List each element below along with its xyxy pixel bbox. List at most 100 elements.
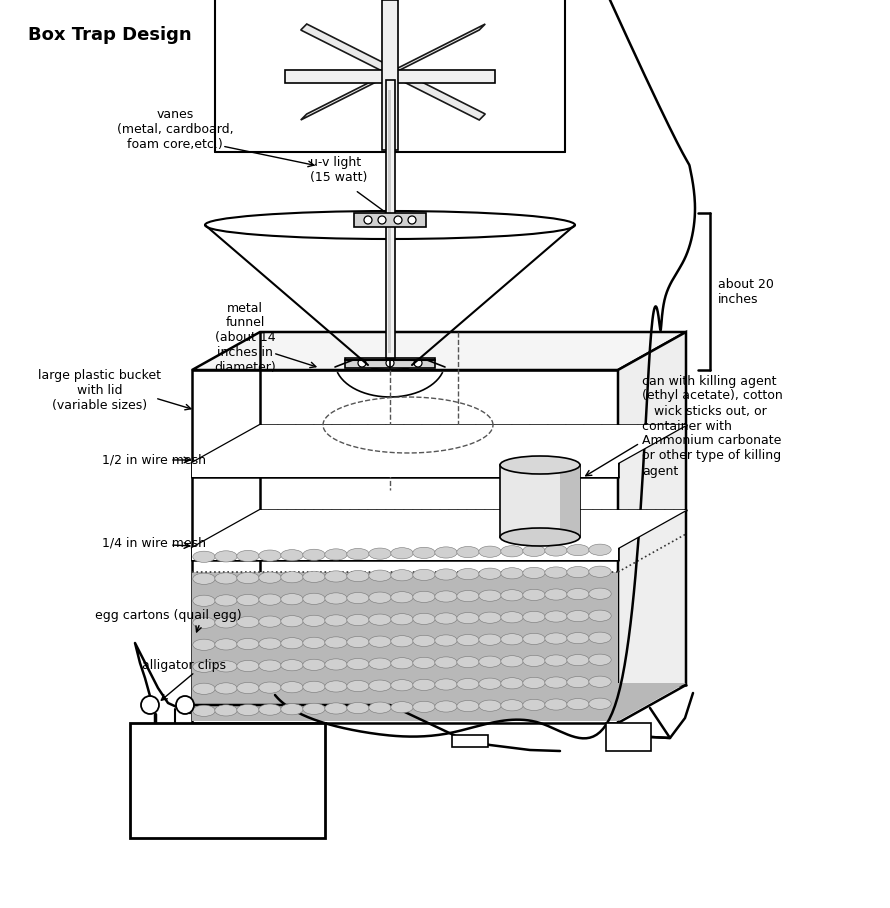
Ellipse shape	[193, 617, 215, 628]
Ellipse shape	[368, 548, 392, 559]
Polygon shape	[301, 24, 485, 120]
Circle shape	[358, 359, 366, 367]
Ellipse shape	[325, 703, 347, 714]
Ellipse shape	[479, 590, 501, 601]
Ellipse shape	[214, 617, 238, 628]
Ellipse shape	[193, 639, 215, 650]
Circle shape	[414, 359, 422, 367]
Ellipse shape	[368, 592, 392, 603]
Ellipse shape	[237, 572, 259, 584]
Ellipse shape	[214, 573, 238, 584]
Text: Box Trap Design: Box Trap Design	[28, 26, 191, 44]
Text: large plastic bucket
with lid
(variable sizes): large plastic bucket with lid (variable …	[38, 369, 161, 411]
Ellipse shape	[193, 595, 215, 607]
Ellipse shape	[368, 702, 392, 714]
Text: u-v light
(15 watt): u-v light (15 watt)	[310, 156, 368, 184]
Ellipse shape	[589, 566, 611, 577]
Ellipse shape	[501, 568, 523, 579]
Ellipse shape	[214, 639, 238, 650]
Ellipse shape	[589, 698, 611, 709]
Ellipse shape	[193, 706, 215, 716]
Ellipse shape	[457, 700, 479, 712]
Text: can with killing agent
(ethyl acetate), cotton
   wick sticks out, or
container : can with killing agent (ethyl acetate), …	[642, 374, 782, 478]
Ellipse shape	[303, 549, 325, 560]
Ellipse shape	[303, 616, 325, 627]
Bar	[388, 90, 391, 353]
Ellipse shape	[391, 702, 413, 713]
Ellipse shape	[237, 638, 259, 649]
Ellipse shape	[545, 699, 567, 710]
Ellipse shape	[413, 636, 435, 646]
Circle shape	[141, 696, 159, 714]
Ellipse shape	[567, 588, 589, 599]
Text: alligator clips: alligator clips	[142, 658, 226, 672]
Ellipse shape	[567, 567, 589, 577]
Ellipse shape	[435, 656, 457, 668]
Ellipse shape	[545, 676, 567, 688]
Ellipse shape	[325, 681, 347, 692]
Ellipse shape	[347, 548, 369, 559]
Circle shape	[364, 216, 372, 224]
Ellipse shape	[567, 655, 589, 666]
Ellipse shape	[435, 547, 457, 558]
Ellipse shape	[368, 680, 392, 691]
Ellipse shape	[237, 660, 259, 672]
Polygon shape	[192, 425, 686, 463]
Ellipse shape	[501, 546, 523, 557]
Polygon shape	[192, 510, 686, 548]
Circle shape	[378, 216, 386, 224]
Polygon shape	[192, 332, 686, 370]
Ellipse shape	[435, 591, 457, 602]
Ellipse shape	[479, 634, 501, 646]
Bar	[354, 213, 426, 227]
Ellipse shape	[435, 679, 457, 690]
Bar	[192, 370, 618, 723]
Ellipse shape	[435, 613, 457, 624]
Bar	[452, 735, 488, 747]
Ellipse shape	[237, 617, 259, 627]
Ellipse shape	[589, 544, 611, 556]
Ellipse shape	[259, 550, 281, 561]
Polygon shape	[285, 70, 495, 83]
Ellipse shape	[413, 613, 435, 625]
Ellipse shape	[347, 680, 369, 692]
Ellipse shape	[545, 567, 567, 578]
Ellipse shape	[368, 570, 392, 581]
Ellipse shape	[435, 635, 457, 646]
Ellipse shape	[457, 613, 479, 624]
Ellipse shape	[281, 682, 303, 693]
Ellipse shape	[413, 569, 435, 580]
Ellipse shape	[522, 677, 546, 688]
Ellipse shape	[259, 704, 281, 716]
Circle shape	[394, 216, 402, 224]
Ellipse shape	[589, 632, 611, 644]
Ellipse shape	[522, 633, 546, 645]
Ellipse shape	[479, 612, 501, 623]
Ellipse shape	[214, 661, 238, 672]
Polygon shape	[382, 0, 398, 150]
Ellipse shape	[281, 549, 303, 561]
Ellipse shape	[347, 570, 369, 582]
Text: about 20
inches: about 20 inches	[718, 278, 774, 306]
Ellipse shape	[501, 677, 523, 689]
Ellipse shape	[259, 572, 281, 583]
Bar	[500, 465, 580, 537]
Ellipse shape	[479, 678, 501, 689]
Ellipse shape	[479, 700, 501, 711]
Ellipse shape	[391, 636, 413, 646]
Ellipse shape	[259, 638, 281, 649]
Ellipse shape	[567, 545, 589, 556]
Ellipse shape	[281, 616, 303, 627]
Bar	[606, 723, 651, 751]
Ellipse shape	[259, 616, 281, 627]
Ellipse shape	[435, 569, 457, 580]
Ellipse shape	[545, 545, 567, 556]
Text: lawn mower
battery: lawn mower battery	[190, 762, 265, 789]
Ellipse shape	[391, 614, 413, 625]
Ellipse shape	[522, 568, 546, 578]
Ellipse shape	[589, 610, 611, 621]
Ellipse shape	[193, 551, 215, 562]
Ellipse shape	[522, 699, 546, 710]
Ellipse shape	[303, 571, 325, 582]
Ellipse shape	[567, 633, 589, 644]
